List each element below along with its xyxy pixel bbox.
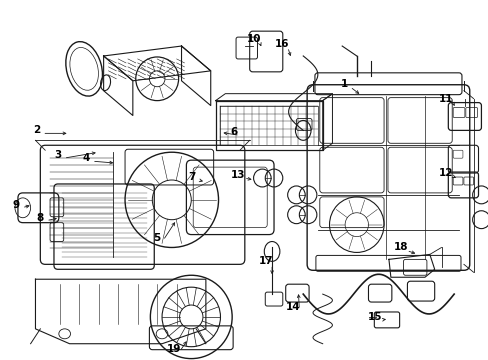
Text: 12: 12 xyxy=(438,168,453,178)
Text: 9: 9 xyxy=(12,200,20,210)
Text: 17: 17 xyxy=(259,256,273,266)
Text: 7: 7 xyxy=(188,172,196,182)
Text: 15: 15 xyxy=(367,312,382,322)
Text: 18: 18 xyxy=(392,243,407,252)
Text: 8: 8 xyxy=(37,213,44,223)
Text: 5: 5 xyxy=(153,233,161,243)
Text: 6: 6 xyxy=(230,127,237,138)
Text: 11: 11 xyxy=(438,94,453,104)
Text: 19: 19 xyxy=(166,344,181,354)
Text: 14: 14 xyxy=(285,302,300,312)
Text: 3: 3 xyxy=(54,150,61,160)
Text: 16: 16 xyxy=(274,39,288,49)
Text: 2: 2 xyxy=(33,125,40,135)
Text: 1: 1 xyxy=(340,79,347,89)
Text: 10: 10 xyxy=(246,34,260,44)
Text: 13: 13 xyxy=(230,170,245,180)
Text: 4: 4 xyxy=(82,153,90,163)
